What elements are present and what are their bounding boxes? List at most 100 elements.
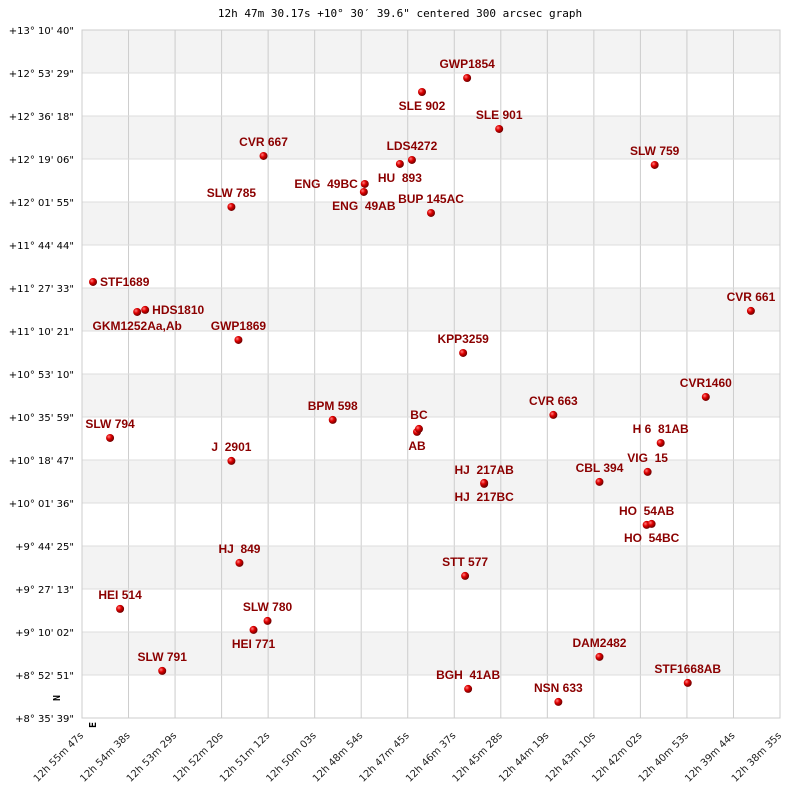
star-point[interactable]: DAM2482 [572, 636, 627, 661]
y-tick-label: +9° 10' 02" [15, 628, 74, 639]
star-point[interactable]: LDS4272 [387, 139, 438, 164]
star-point[interactable]: STF1668AB [654, 662, 721, 687]
star-point[interactable]: SLE 902 [399, 87, 446, 113]
star-marker[interactable] [480, 478, 489, 487]
band [82, 503, 780, 546]
star-label: HO 54BC [624, 531, 680, 545]
star-point[interactable]: ENG 49AB [332, 187, 396, 213]
star-point[interactable]: SLW 785 [207, 186, 257, 211]
star-marker[interactable] [141, 305, 150, 314]
band [82, 159, 780, 202]
star-marker[interactable] [360, 179, 369, 188]
star-marker[interactable] [461, 571, 470, 580]
star-marker[interactable] [407, 155, 416, 164]
star-marker[interactable] [459, 348, 468, 357]
star-marker[interactable] [395, 159, 404, 168]
star-marker[interactable] [158, 666, 167, 675]
star-point[interactable]: CBL 394 [576, 461, 624, 486]
y-tick-label: +10° 01' 36" [9, 499, 74, 510]
star-label: SLE 901 [476, 108, 523, 122]
star-point[interactable]: CVR 661 [727, 290, 776, 315]
star-point[interactable]: STF1689 [89, 275, 150, 289]
star-marker[interactable] [463, 73, 472, 82]
star-marker[interactable] [133, 307, 142, 316]
background-bands [82, 30, 780, 718]
star-point[interactable]: HEI 514 [98, 588, 142, 613]
star-marker[interactable] [746, 306, 755, 315]
star-marker[interactable] [414, 424, 423, 433]
star-marker[interactable] [259, 151, 268, 160]
star-marker[interactable] [235, 558, 244, 567]
star-point[interactable]: VIG 15 [627, 451, 668, 476]
star-point[interactable]: CVR1460 [680, 376, 732, 401]
star-point[interactable]: HU 893 [378, 159, 422, 185]
y-tick-label: +10° 35' 59" [9, 413, 74, 424]
star-marker[interactable] [227, 456, 236, 465]
star-marker[interactable] [549, 410, 558, 419]
star-point[interactable]: HJ 849 [218, 542, 261, 567]
star-marker[interactable] [418, 87, 427, 96]
star-point[interactable]: GKM1252Aa,Ab [93, 307, 182, 333]
star-marker[interactable] [701, 392, 710, 401]
star-point[interactable]: SLE 901 [476, 108, 523, 133]
star-point[interactable]: GWP1854 [439, 57, 495, 82]
star-marker[interactable] [106, 433, 115, 442]
star-point[interactable]: BPM 598 [308, 399, 358, 424]
y-tick-label: +11° 27' 33" [9, 284, 74, 295]
star-marker[interactable] [464, 684, 473, 693]
star-marker[interactable] [656, 438, 665, 447]
star-marker[interactable] [683, 678, 692, 687]
star-marker[interactable] [554, 697, 563, 706]
star-label: SLE 902 [399, 99, 446, 113]
star-marker[interactable] [643, 467, 652, 476]
band [82, 632, 780, 675]
star-label: CVR1460 [680, 376, 732, 390]
star-point[interactable]: HO 54BC [624, 519, 680, 545]
band [82, 417, 780, 460]
star-point[interactable]: HJ 217BC [454, 478, 514, 504]
star-point[interactable]: BUP 145AC [398, 192, 464, 217]
star-point[interactable]: NSN 633 [534, 681, 583, 706]
star-point[interactable]: HDS1810 [141, 303, 205, 317]
star-point[interactable]: ENG 49BC [294, 177, 369, 191]
star-point[interactable]: BGH 41AB [436, 668, 500, 693]
star-marker[interactable] [227, 202, 236, 211]
star-marker[interactable] [647, 519, 656, 528]
y-axis: +13° 10' 40" +12° 53' 29" +12° 36' 18" +12°… [9, 26, 74, 725]
star-marker[interactable] [249, 625, 258, 634]
band [82, 460, 780, 503]
star-point[interactable]: GWP1869 [211, 319, 267, 344]
star-point[interactable]: SLW 791 [138, 650, 188, 675]
star-point[interactable]: STT 577 [442, 555, 488, 580]
star-point[interactable]: BC [410, 408, 428, 433]
star-marker[interactable] [359, 187, 368, 196]
star-marker[interactable] [89, 277, 98, 286]
star-point[interactable]: J 2901 [211, 440, 252, 465]
star-label: SLW 794 [85, 417, 135, 431]
star-label: BC [410, 408, 428, 422]
star-point[interactable]: SLW 759 [630, 144, 680, 169]
star-label: ENG 49BC [294, 177, 358, 191]
star-marker[interactable] [495, 124, 504, 133]
star-marker[interactable] [595, 652, 604, 661]
star-point[interactable]: HEI 771 [232, 625, 276, 651]
star-point[interactable]: CVR 667 [239, 135, 288, 160]
star-marker[interactable] [427, 208, 435, 217]
star-marker[interactable] [328, 415, 337, 424]
band [82, 30, 780, 73]
band [82, 202, 780, 245]
east-label: E [88, 722, 99, 728]
star-marker[interactable] [116, 604, 125, 613]
star-marker[interactable] [650, 160, 659, 169]
star-marker[interactable] [263, 616, 272, 625]
star-marker[interactable] [595, 477, 604, 486]
star-label: HEI 514 [98, 588, 142, 602]
star-point[interactable]: H 6 81AB [633, 422, 689, 447]
star-point[interactable]: CVR 663 [529, 394, 578, 419]
star-point[interactable]: SLW 794 [85, 417, 135, 442]
y-tick-label: +8° 52' 51" [15, 671, 74, 682]
star-label: AB [408, 439, 426, 453]
star-point[interactable]: SLW 780 [243, 600, 293, 625]
star-point[interactable]: KPP3259 [437, 332, 489, 357]
star-marker[interactable] [234, 335, 243, 344]
